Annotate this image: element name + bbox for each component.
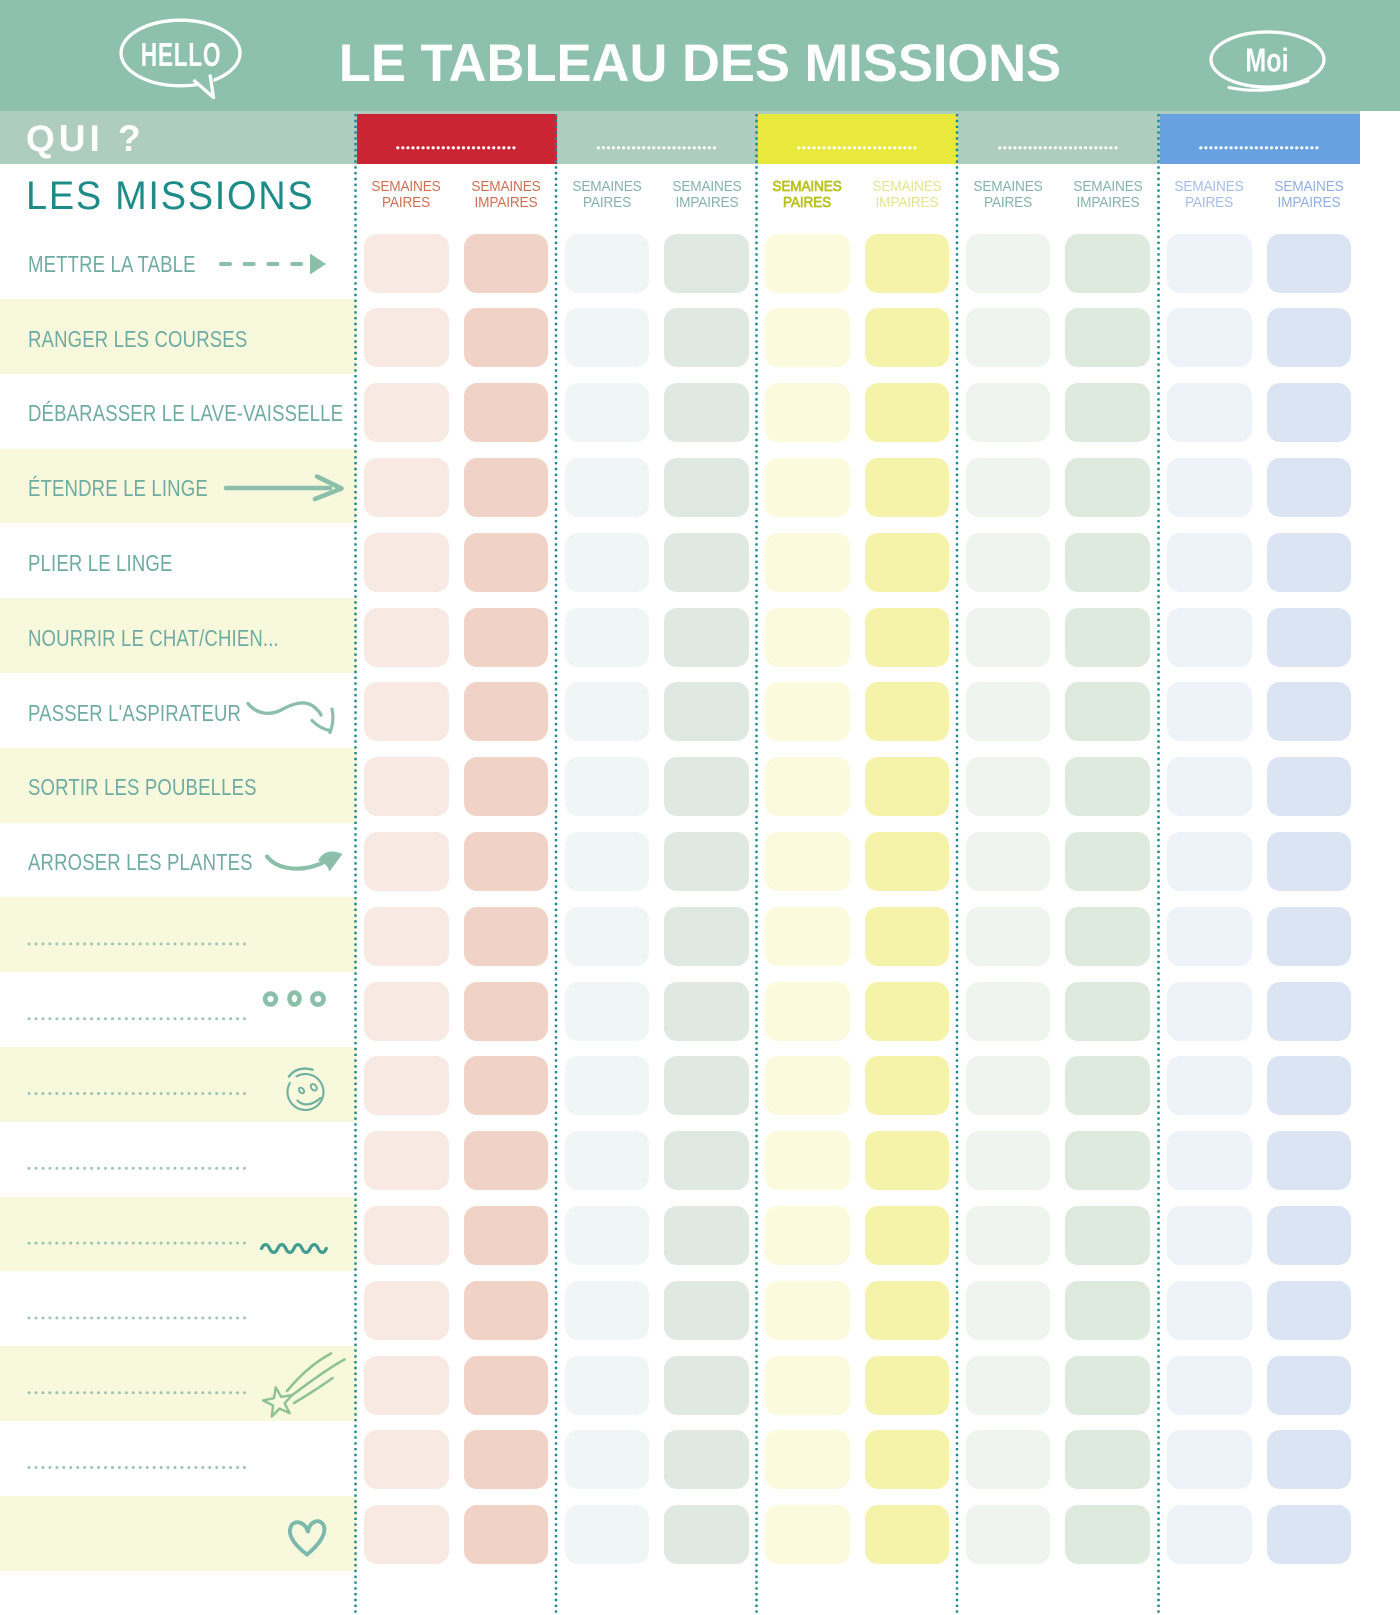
svg-text:HELLO: HELLO — [141, 37, 222, 74]
svg-text:Moi: Moi — [1245, 42, 1288, 79]
